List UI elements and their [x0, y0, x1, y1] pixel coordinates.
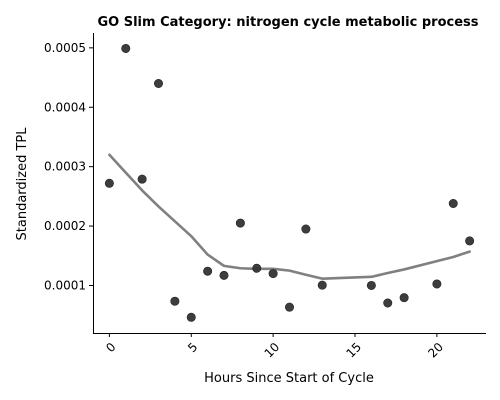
- data-point: [170, 296, 180, 306]
- data-point: [186, 312, 196, 322]
- y-tick-label: 0.0002: [44, 219, 86, 233]
- data-point: [383, 298, 393, 308]
- data-point: [203, 266, 213, 276]
- data-point: [137, 174, 147, 184]
- data-point: [448, 199, 458, 209]
- chart-title: GO Slim Category: nitrogen cycle metabol…: [97, 15, 478, 30]
- y-tick-label: 0.0003: [44, 160, 86, 174]
- y-tick-label: 0.0005: [44, 41, 86, 55]
- data-point: [235, 218, 245, 228]
- data-point: [121, 43, 131, 53]
- data-point: [366, 280, 376, 290]
- x-tick-label: 5: [185, 340, 200, 355]
- data-point: [104, 178, 114, 188]
- data-point: [268, 269, 278, 279]
- trend-line-layer: [108, 153, 471, 280]
- y-tick-label: 0.0001: [44, 278, 86, 292]
- x-ticks: 0 5 10 15 20: [103, 333, 446, 361]
- data-point: [317, 280, 327, 290]
- data-point: [465, 236, 475, 246]
- x-tick-label: 10: [262, 340, 283, 361]
- x-tick-label: 15: [343, 340, 364, 361]
- data-point: [154, 79, 164, 89]
- x-tick-label: 20: [425, 340, 446, 361]
- y-tick-label: 0.0004: [44, 100, 86, 114]
- data-point: [284, 302, 294, 312]
- points-layer: [104, 43, 475, 322]
- data-point: [301, 224, 311, 234]
- data-point: [219, 270, 229, 280]
- trend-line: [108, 153, 471, 280]
- y-ticks: 0.0001 0.0002 0.0003 0.0004 0.0005: [44, 41, 93, 292]
- data-point: [399, 293, 409, 303]
- x-axis-label: Hours Since Start of Cycle: [204, 371, 374, 386]
- data-point: [252, 263, 262, 273]
- x-tick-label: 0: [103, 340, 118, 355]
- y-axis-label: Standardized TPL: [15, 127, 30, 241]
- data-point: [432, 279, 442, 289]
